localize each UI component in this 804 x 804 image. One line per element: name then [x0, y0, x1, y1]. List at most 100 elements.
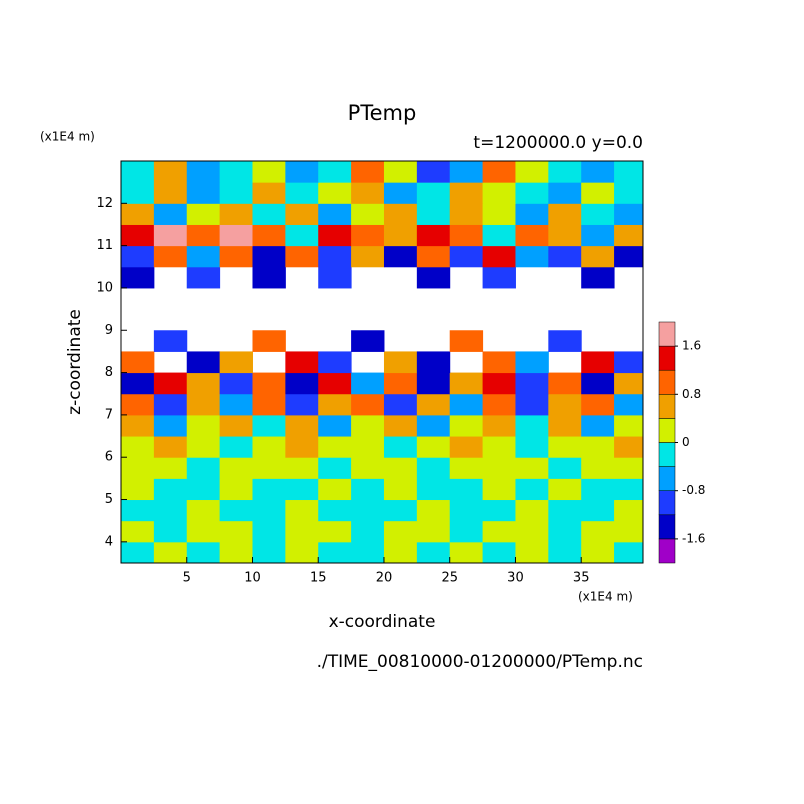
cell [614, 457, 644, 479]
cell [383, 182, 418, 204]
colorbar-box [658, 466, 676, 491]
chart-title: PTemp [348, 101, 417, 125]
cell [548, 393, 582, 416]
cell [121, 436, 155, 458]
cell [351, 330, 385, 352]
cell [482, 414, 516, 437]
cell [614, 245, 644, 268]
cell [219, 499, 253, 522]
cell [219, 520, 253, 543]
cell [581, 414, 615, 437]
cell [153, 457, 188, 479]
cell [581, 372, 615, 395]
cell [515, 457, 549, 479]
cell [351, 245, 385, 268]
cell [285, 436, 319, 458]
cell [548, 436, 582, 458]
cell [482, 372, 516, 395]
cell [121, 224, 155, 247]
cell [285, 203, 319, 225]
cell [351, 203, 385, 225]
cell [153, 414, 188, 437]
cell [416, 393, 451, 416]
cell [252, 245, 286, 268]
cell [581, 224, 615, 247]
y-tick-label: 11 [96, 238, 113, 253]
cell [318, 203, 352, 225]
y-tick-label: 4 [105, 534, 113, 549]
cell [449, 203, 484, 225]
cell [285, 245, 319, 268]
cell [581, 436, 615, 458]
cell [449, 161, 484, 183]
cell [318, 478, 352, 501]
plot-frame [120, 160, 644, 564]
chart-subtitle: t=1200000.0 y=0.0 [473, 133, 643, 153]
cell [614, 182, 644, 204]
cell [318, 436, 352, 458]
cell [219, 393, 253, 416]
cell [581, 457, 615, 479]
cell [285, 182, 319, 204]
y-tick-label: 7 [105, 407, 113, 422]
cell [383, 161, 418, 183]
cell [186, 224, 221, 247]
cell [581, 266, 615, 289]
cell [416, 457, 451, 479]
cell [482, 161, 516, 183]
cell [186, 478, 221, 501]
cell [416, 203, 451, 225]
y-tick-label: 9 [105, 323, 113, 338]
x-tick-label: 10 [244, 571, 261, 586]
cell [581, 203, 615, 225]
cell [351, 372, 385, 395]
cell [121, 457, 155, 479]
y-tick-label: 6 [105, 450, 113, 465]
cell [548, 224, 582, 247]
cell [416, 436, 451, 458]
cell [383, 203, 418, 225]
cell [153, 330, 188, 352]
cell [548, 414, 582, 437]
cell [515, 520, 549, 543]
cell [548, 457, 582, 479]
cell [285, 478, 319, 501]
cell [252, 203, 286, 225]
cell [318, 414, 352, 437]
cell [515, 203, 549, 225]
cell [121, 182, 155, 204]
cell [548, 520, 582, 543]
cell [383, 520, 418, 543]
cell [318, 499, 352, 522]
colorbar-box [658, 418, 676, 443]
cell [482, 224, 516, 247]
cell [449, 436, 484, 458]
cell [252, 499, 286, 522]
cell [318, 245, 352, 268]
cell [318, 266, 352, 289]
colorbar-tick-label: 0 [682, 435, 690, 449]
cell [515, 182, 549, 204]
cell [515, 436, 549, 458]
x-tick-label: 5 [183, 571, 191, 586]
cell [285, 351, 319, 374]
cell [548, 161, 582, 183]
cell [383, 478, 418, 501]
cell [482, 541, 516, 564]
footer: ./TIME_00810000-01200000/PTemp.nc [317, 652, 643, 672]
cell [449, 541, 484, 564]
cell [581, 245, 615, 268]
cell [285, 499, 319, 522]
cell [383, 541, 418, 564]
cell [416, 541, 451, 564]
cell [449, 372, 484, 395]
cell [219, 478, 253, 501]
cell [515, 224, 549, 247]
cell [153, 436, 188, 458]
cell [383, 457, 418, 479]
cell [416, 351, 451, 374]
x-tick-label: 35 [573, 571, 590, 586]
cell [153, 224, 188, 247]
cell [252, 478, 286, 501]
